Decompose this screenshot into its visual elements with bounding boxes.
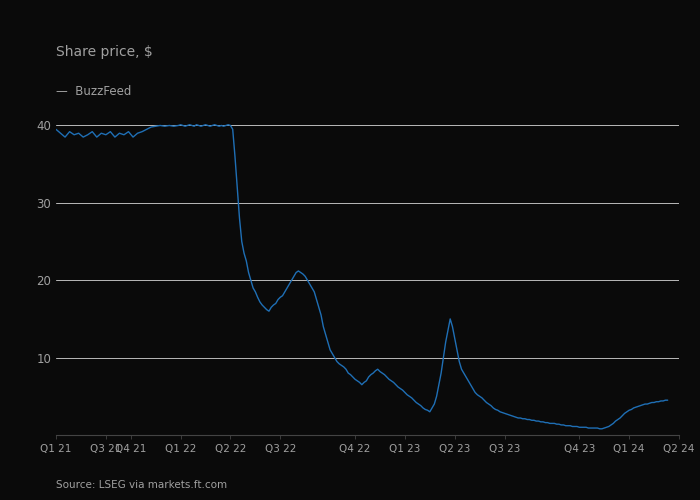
Text: —  BuzzFeed: — BuzzFeed: [56, 85, 132, 98]
Text: Source: LSEG via markets.ft.com: Source: LSEG via markets.ft.com: [56, 480, 227, 490]
Text: Share price, $: Share price, $: [56, 45, 153, 59]
